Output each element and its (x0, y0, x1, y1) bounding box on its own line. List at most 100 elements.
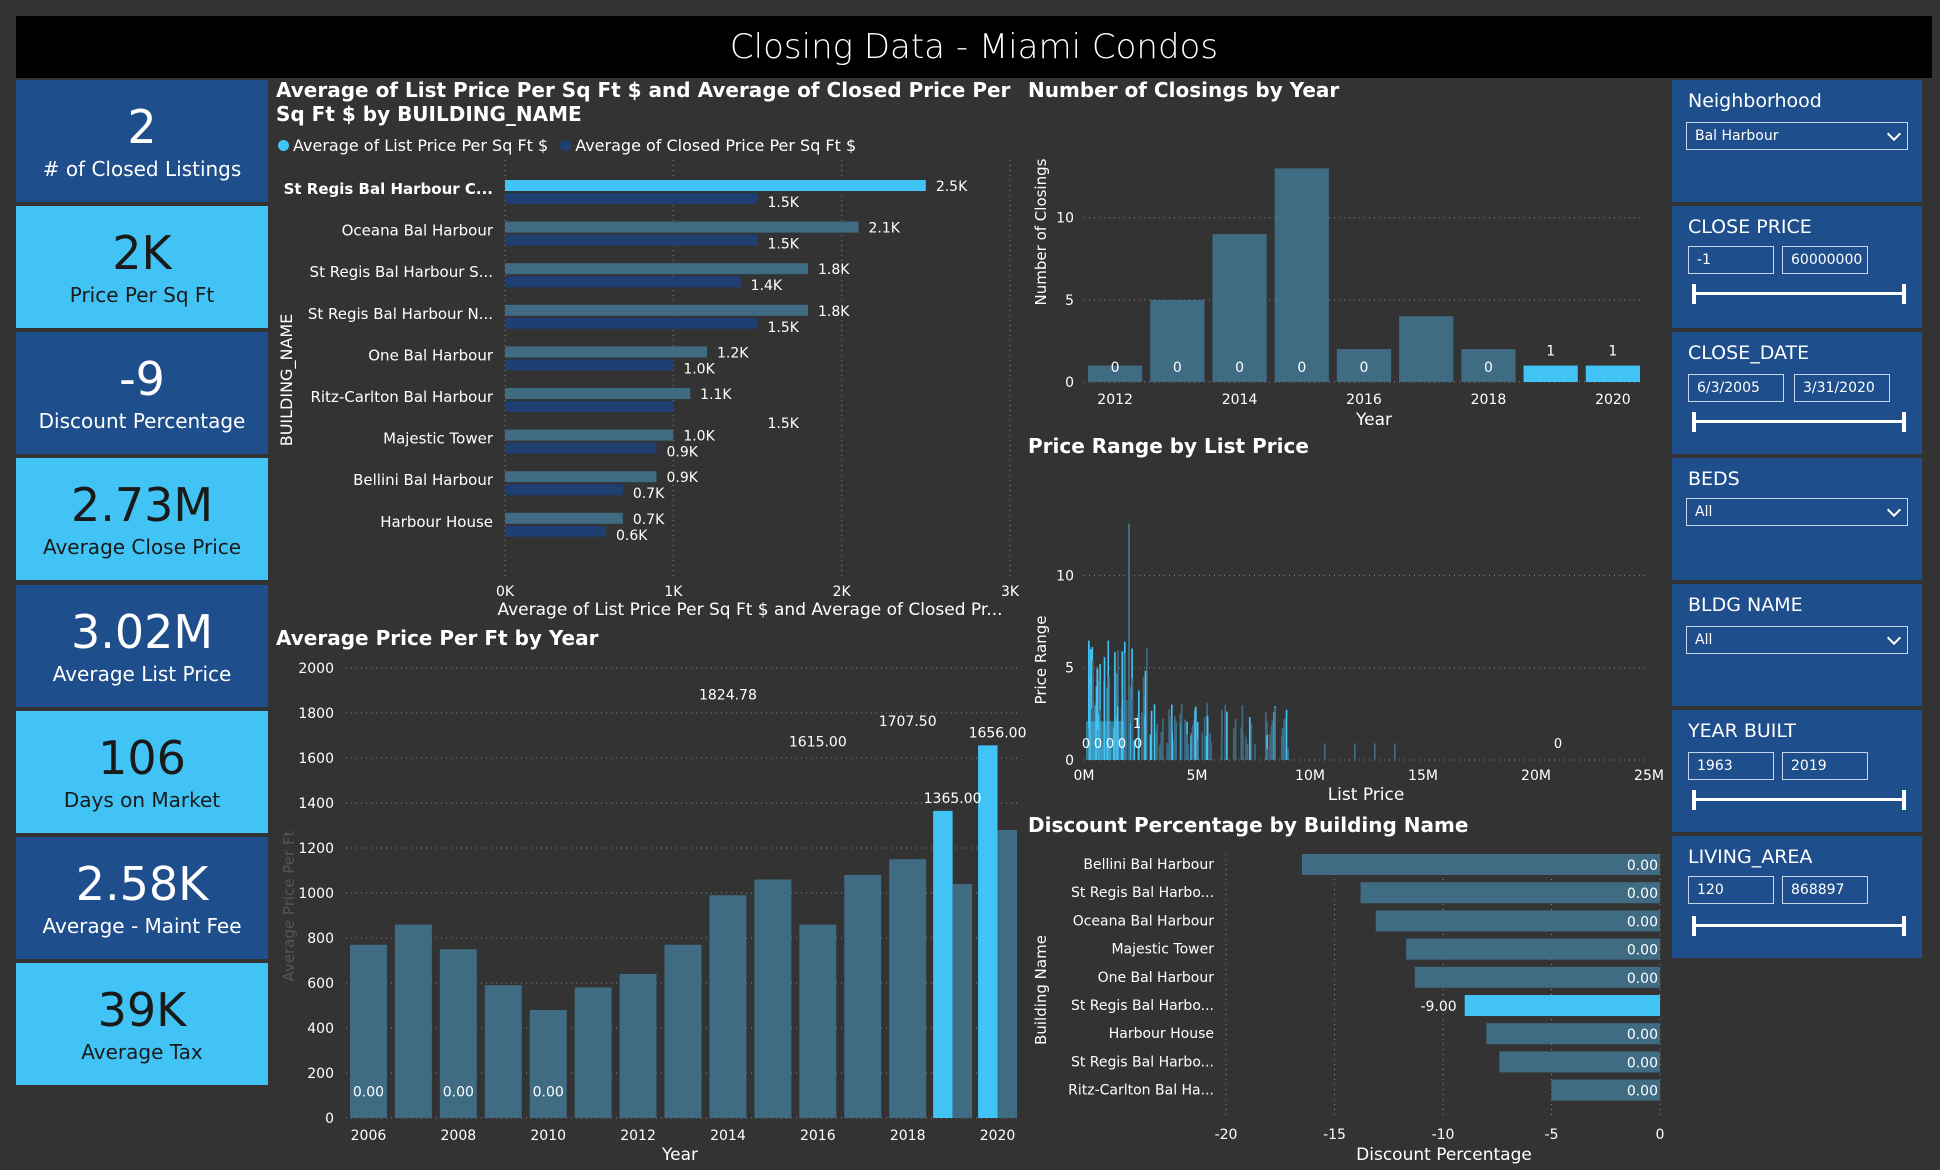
histogram-bar[interactable] (1271, 720, 1274, 760)
discount-bar[interactable] (1464, 995, 1660, 1016)
list-price-bar[interactable] (505, 346, 707, 358)
beds-dropdown[interactable]: All (1686, 498, 1908, 526)
list-price-bar[interactable] (505, 388, 691, 399)
histogram-bar[interactable] (1155, 731, 1158, 760)
histogram-bar[interactable] (1171, 704, 1173, 760)
closings-bar[interactable] (1399, 316, 1454, 382)
histogram-bar[interactable] (1171, 732, 1174, 760)
price-per-ft-bar[interactable] (754, 879, 792, 1119)
histogram-bar[interactable] (1130, 723, 1132, 760)
histogram-bar[interactable] (1224, 704, 1226, 760)
histogram-bar[interactable] (1197, 739, 1200, 760)
kpi-average-close-price[interactable]: 2.73M Average Close Price (16, 458, 268, 580)
histogram-bar[interactable] (1206, 716, 1209, 760)
histogram-bar[interactable] (1144, 670, 1147, 760)
kpi-price-per-sqft[interactable]: 2K Price Per Sq Ft (16, 206, 268, 328)
closings-bar[interactable] (1212, 234, 1267, 382)
histogram-bar[interactable] (1150, 710, 1153, 760)
close-date-end-input[interactable]: 3/31/2020 (1794, 374, 1890, 402)
closings-bar[interactable] (1150, 299, 1205, 382)
discount-bar[interactable] (1551, 1079, 1661, 1101)
histogram-bar[interactable] (1266, 734, 1268, 760)
list-price-bar[interactable] (505, 304, 808, 316)
histogram-bar[interactable] (1086, 721, 1124, 760)
year-built-slider-max-handle[interactable] (1902, 790, 1906, 810)
histogram-bar[interactable] (1158, 744, 1161, 760)
selected-price-bar[interactable] (978, 745, 998, 1118)
price-per-ft-bar[interactable] (709, 895, 747, 1118)
living-area-max-input[interactable]: 868897 (1782, 876, 1868, 904)
closed-price-bar[interactable] (505, 317, 758, 329)
closings-bar[interactable] (1523, 365, 1578, 382)
price-per-ft-bar[interactable] (952, 884, 973, 1118)
histogram-bar[interactable] (1121, 651, 1124, 760)
histogram-bar[interactable] (1205, 736, 1208, 760)
neighborhood-dropdown[interactable]: Bal Harbour (1686, 122, 1908, 150)
list-price-bar[interactable] (505, 221, 859, 233)
discount-bar[interactable] (1301, 854, 1660, 875)
histogram-bar[interactable] (1131, 678, 1134, 760)
closings-bar[interactable] (1336, 349, 1392, 382)
histogram-bar[interactable] (1254, 744, 1256, 760)
histogram-bar[interactable] (1103, 657, 1106, 760)
histogram-bar[interactable] (1274, 707, 1276, 760)
legend-entry-closed[interactable]: Average of Closed Price Per Sq Ft $ (575, 136, 857, 155)
histogram-bar[interactable] (1245, 736, 1247, 760)
closed-price-bar[interactable] (505, 525, 606, 537)
selected-price-bar[interactable] (933, 810, 953, 1118)
list-price-bar[interactable] (505, 429, 674, 441)
close-price-slider-max-handle[interactable] (1902, 284, 1906, 304)
discount-bar[interactable] (1499, 1051, 1660, 1073)
chart-closings-by-year[interactable]: 0 5 10 0 0 0 0 0 0 1 1 2012 2014 2016 2018 2020 Year Numb… (1024, 112, 1672, 432)
histogram-bar[interactable] (1125, 700, 1128, 760)
close-date-slider-start-handle[interactable] (1692, 412, 1696, 432)
histogram-bar[interactable] (1281, 728, 1284, 760)
chart-discount-by-building[interactable]: -20 -15 -10 -5 0 Discount Percentage Building … (1024, 850, 1672, 1168)
histogram-bar[interactable] (1142, 676, 1145, 760)
price-per-ft-bar[interactable] (574, 987, 612, 1119)
histogram-bar[interactable] (1285, 709, 1288, 760)
histogram-bar[interactable] (1088, 640, 1090, 760)
price-per-ft-bar[interactable] (394, 924, 432, 1119)
histogram-bar[interactable] (1287, 748, 1289, 760)
histogram-bar[interactable] (1209, 733, 1212, 760)
histogram-bar[interactable] (1174, 716, 1176, 760)
histogram-bar[interactable] (1194, 707, 1197, 760)
histogram-bar[interactable] (1241, 705, 1244, 760)
living-area-slider-min-handle[interactable] (1692, 916, 1696, 936)
histogram-bar[interactable] (1141, 712, 1143, 760)
histogram-bar[interactable] (1108, 676, 1111, 760)
discount-bar[interactable] (1486, 1023, 1660, 1045)
histogram-bar[interactable] (1137, 714, 1139, 760)
histogram-bar[interactable] (1138, 690, 1140, 760)
price-per-ft-bar[interactable] (350, 944, 387, 1118)
histogram-bar[interactable] (1179, 713, 1182, 760)
year-built-min-input[interactable]: 1963 (1688, 752, 1774, 780)
year-built-slider-min-handle[interactable] (1692, 790, 1696, 810)
kpi-average-list-price[interactable]: 3.02M Average List Price (16, 585, 268, 707)
year-built-max-input[interactable]: 2019 (1782, 752, 1868, 780)
histogram-bar[interactable] (1156, 723, 1159, 760)
histogram-bar[interactable] (1114, 652, 1116, 760)
histogram-bar[interactable] (1133, 740, 1136, 760)
histogram-bar[interactable] (1203, 716, 1206, 760)
price-per-ft-bar[interactable] (844, 875, 882, 1118)
histogram-bar[interactable] (1280, 736, 1283, 760)
histogram-bar[interactable] (1153, 704, 1156, 760)
histogram-bar[interactable] (1270, 725, 1273, 760)
histogram-bar[interactable] (1248, 717, 1251, 760)
chart-avg-price-per-ft-by-year[interactable]: 0 200 400 600 800 1000 1200 1400 1600 1800 2000 0.0… (270, 656, 1030, 1166)
histogram-bar[interactable] (1394, 743, 1396, 760)
price-per-ft-bar[interactable] (997, 830, 1017, 1118)
histogram-bar[interactable] (1168, 726, 1171, 760)
histogram-bar[interactable] (1226, 711, 1228, 760)
histogram-bar[interactable] (1186, 734, 1189, 760)
histogram-bar[interactable] (1273, 712, 1275, 760)
closed-price-bar[interactable] (505, 359, 674, 371)
histogram-bar[interactable] (1210, 742, 1212, 760)
histogram-bar[interactable] (1268, 733, 1271, 760)
close-date-slider-track[interactable] (1694, 420, 1904, 423)
close-price-slider-track[interactable] (1694, 292, 1904, 295)
price-per-ft-bar[interactable] (439, 949, 477, 1118)
